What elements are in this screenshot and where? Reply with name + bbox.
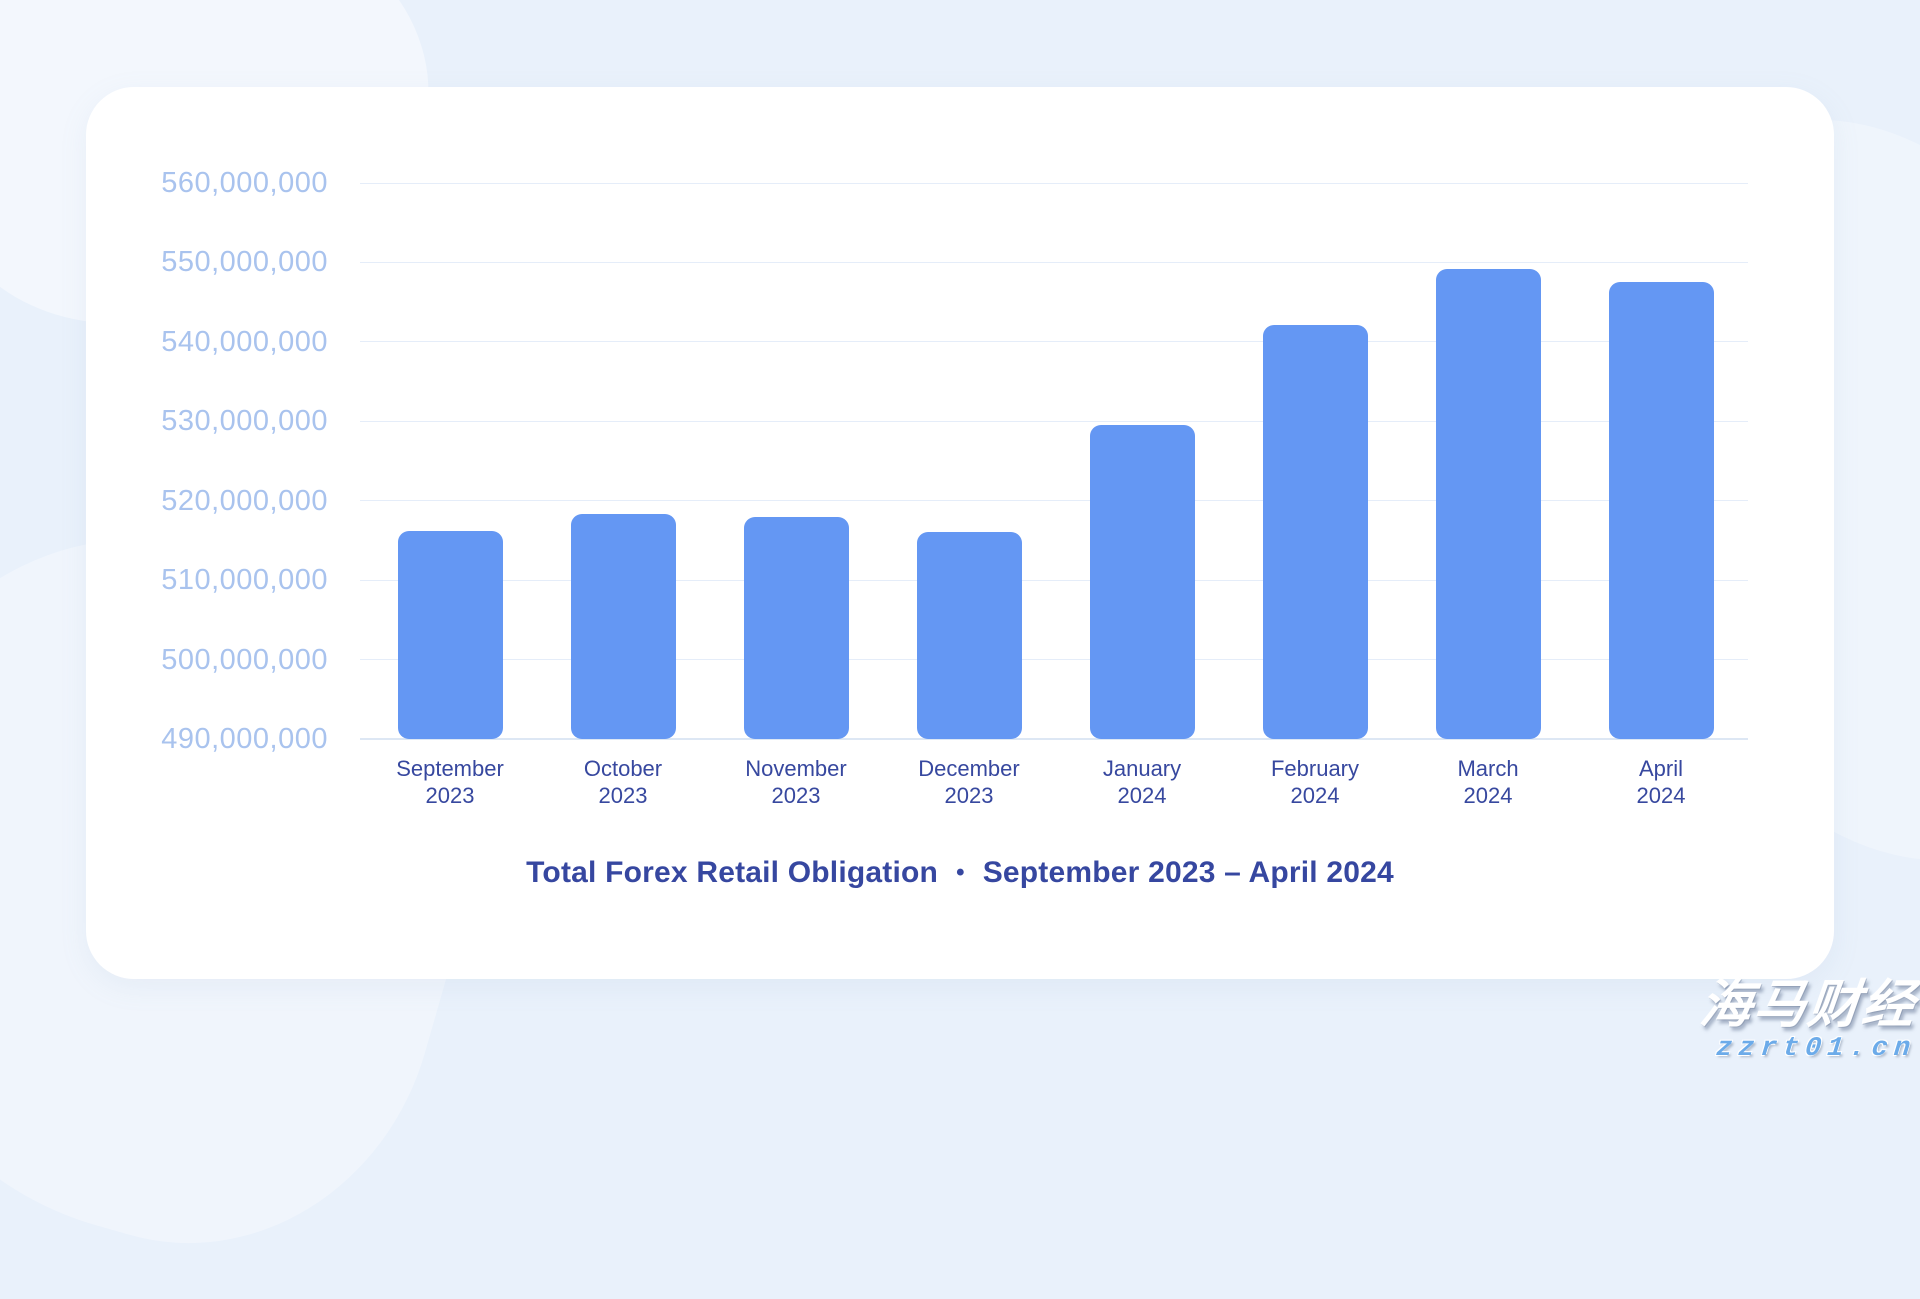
x-axis-tick-label: September 2023 [345, 755, 555, 809]
y-axis-tick-label: 560,000,000 [161, 167, 328, 199]
x-axis-tick-label-line: 2023 [944, 783, 994, 808]
y-axis-tick-label: 540,000,000 [161, 325, 328, 358]
page: { "page": { "background_color": "#e9f1fb… [86, 87, 1920, 1064]
bar [397, 530, 503, 739]
y-axis-tick-label: 500,000,000 [161, 643, 328, 676]
x-axis-tick-label-line: 2024 [1117, 783, 1167, 808]
bar [1608, 282, 1714, 739]
bar [570, 514, 676, 739]
y-axis-tick-label: 520,000,000 [161, 484, 328, 517]
x-axis-tick-label-line: 2023 [598, 783, 648, 808]
x-axis-tick-label-line: 2023 [771, 783, 821, 808]
x-axis-tick-label-line: December [918, 756, 1020, 781]
x-axis-tick-label: March 2024 [1383, 755, 1593, 809]
x-axis-tick-label: October 2023 [518, 755, 728, 809]
chart-title-text: Total Forex Retail Obligation [526, 856, 939, 889]
gridline [360, 420, 1748, 422]
x-axis-tick-label-line: 2023 [425, 783, 475, 808]
x-axis-tick-label-line: November [745, 756, 847, 781]
x-axis-tick-label-line: 2024 [1636, 783, 1686, 808]
title-separator-dot: • [956, 859, 965, 886]
chart-title-period: September 2023 – April 2024 [982, 856, 1394, 889]
x-axis-tick-label: January 2024 [1037, 755, 1247, 809]
gridline [360, 500, 1748, 502]
x-axis-tick-label-line: September [396, 756, 504, 781]
gridline [360, 341, 1748, 343]
y-axis-tick-label: 510,000,000 [161, 564, 328, 597]
x-axis-tick-label-line: February [1270, 756, 1360, 781]
x-axis-tick-label-line: April [1638, 756, 1683, 781]
bar [1089, 425, 1195, 739]
bar [916, 531, 1022, 739]
y-axis-tick-label: 490,000,000 [161, 723, 328, 755]
watermark: 海马财经 zzrt01.cn [1696, 976, 1920, 1064]
x-axis-tick-label: April 2024 [1556, 755, 1766, 809]
x-axis-tick-label: November 2023 [691, 755, 901, 809]
y-axis-tick-label: 530,000,000 [161, 405, 328, 438]
bar [1262, 325, 1368, 739]
gridline [360, 579, 1748, 581]
chart-card: Total Forex Retail Obligation • September … [86, 87, 1834, 979]
watermark-brand: 海马财经 [1696, 976, 1920, 1035]
x-axis-line [360, 738, 1748, 740]
x-axis-tick-label-line: March [1457, 756, 1519, 781]
x-axis-tick-label-line: 2024 [1463, 783, 1513, 808]
watermark-url: zzrt01.cn [1714, 1033, 1918, 1064]
x-axis-tick-label-line: 2024 [1290, 783, 1340, 808]
gridline [360, 182, 1748, 184]
x-axis-tick-label: December 2023 [864, 755, 1074, 809]
x-axis-tick-label: February 2024 [1210, 755, 1420, 809]
y-axis-tick-label: 550,000,000 [161, 246, 328, 279]
bar [743, 516, 849, 739]
x-axis-tick-label-line: October [583, 756, 663, 781]
x-axis-tick-label-line: January [1102, 756, 1182, 781]
bar [1435, 268, 1541, 739]
gridline [360, 261, 1748, 263]
gridline [360, 659, 1748, 661]
chart-title: Total Forex Retail Obligation • September … [86, 853, 1834, 893]
